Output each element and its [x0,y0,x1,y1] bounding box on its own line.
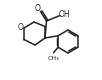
Text: O: O [35,4,41,13]
Text: O: O [17,23,23,32]
Text: OH: OH [58,10,70,19]
Text: CH₃: CH₃ [47,56,59,61]
